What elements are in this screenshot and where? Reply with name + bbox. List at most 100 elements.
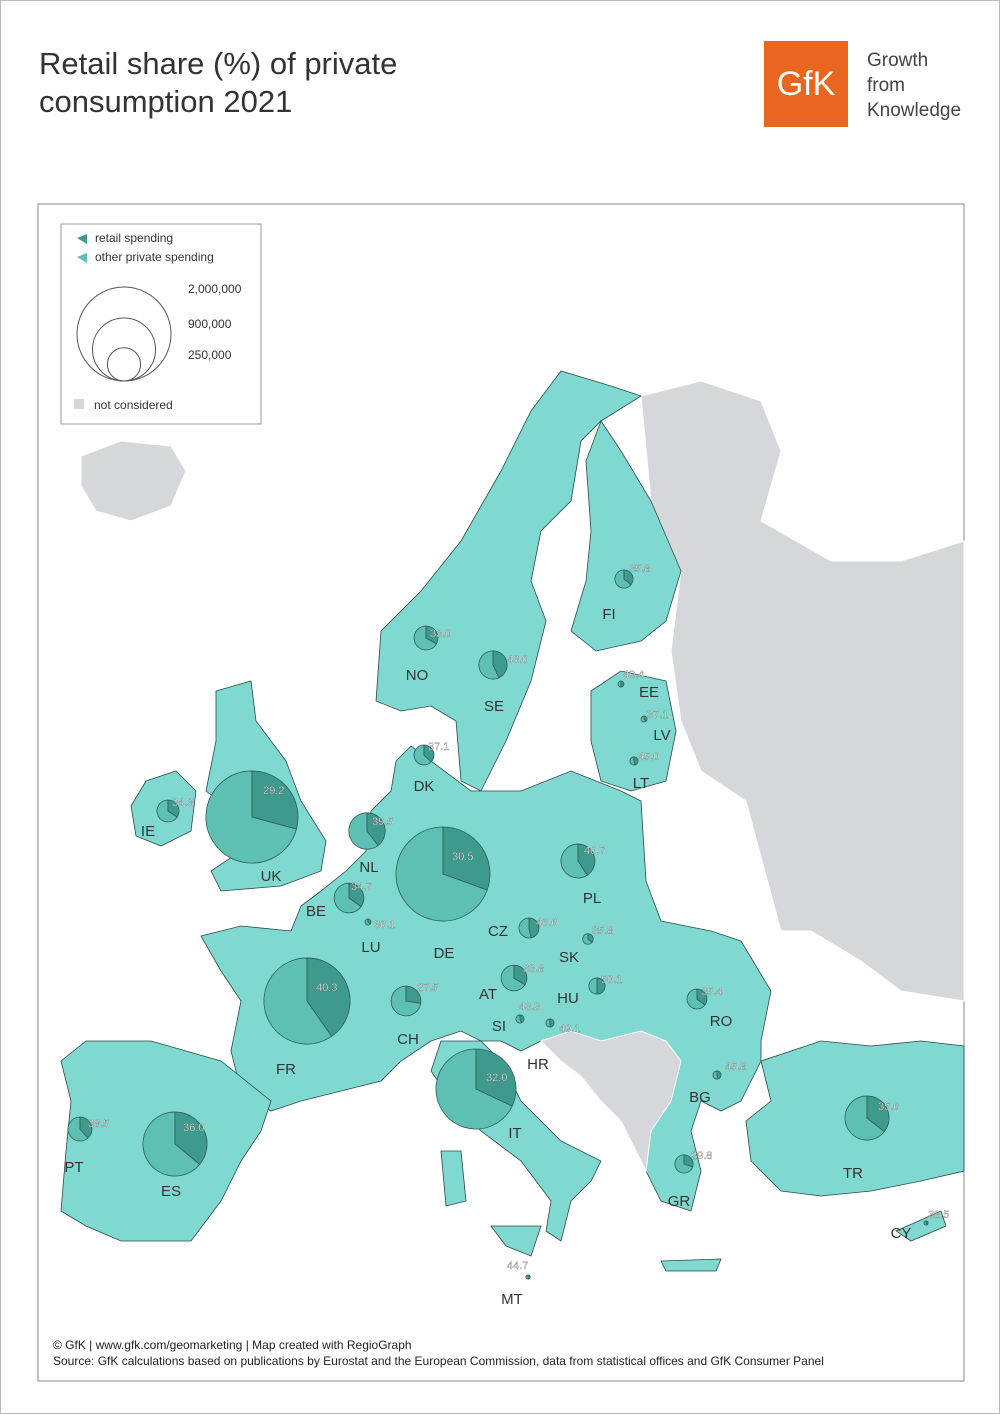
value-label: 33.0 bbox=[430, 628, 451, 640]
value-label: 50.1 bbox=[601, 974, 622, 986]
country-code: CZ bbox=[488, 923, 508, 940]
country-code: CY bbox=[891, 1225, 912, 1242]
value-label: 35.4 bbox=[701, 986, 722, 998]
pie-other bbox=[560, 843, 588, 879]
value-label: 46.6 bbox=[536, 917, 557, 929]
pie-retail bbox=[549, 1018, 555, 1028]
source: Source: GfK calculations based on public… bbox=[53, 1354, 824, 1368]
pie-retail bbox=[519, 1014, 525, 1024]
logo: GfK bbox=[764, 41, 848, 127]
value-label: 34.7 bbox=[351, 881, 372, 893]
value-label: 37.1 bbox=[647, 709, 668, 721]
pie-retail bbox=[623, 569, 634, 586]
legend-symbol bbox=[77, 253, 87, 263]
pie-retail bbox=[492, 650, 508, 679]
country-code: LV bbox=[653, 727, 670, 744]
pie-retail bbox=[633, 756, 639, 766]
value-label: 27.5 bbox=[417, 982, 438, 994]
sardinia bbox=[440, 1150, 467, 1207]
country-code: SE bbox=[484, 698, 504, 715]
pie-other bbox=[545, 1018, 551, 1028]
pie-retail bbox=[683, 1154, 694, 1168]
pie-retail bbox=[475, 1048, 517, 1107]
pie-retail bbox=[577, 843, 596, 876]
value-label: 49.1 bbox=[559, 1023, 580, 1035]
value-label: 43.0 bbox=[507, 654, 528, 666]
pie-retail bbox=[79, 1116, 93, 1139]
country-code: LT bbox=[633, 775, 649, 792]
cyprus bbox=[895, 1210, 947, 1242]
pie-retail bbox=[596, 977, 606, 995]
finland bbox=[570, 420, 682, 652]
country-code: HR bbox=[527, 1056, 549, 1073]
value-label: 35.8 bbox=[629, 563, 650, 575]
pie-retail bbox=[528, 917, 540, 939]
value-label: 29.8 bbox=[691, 1150, 712, 1162]
pie-other bbox=[686, 988, 706, 1010]
pie-other bbox=[582, 933, 593, 945]
pie-retail bbox=[925, 1220, 929, 1226]
country-code: HU bbox=[557, 990, 579, 1007]
value-label: 49.4 bbox=[623, 669, 644, 681]
pie-other bbox=[67, 1116, 89, 1142]
pie-retail bbox=[306, 957, 351, 1037]
country-code: BG bbox=[689, 1089, 711, 1106]
value-label: 45.8 bbox=[725, 1061, 746, 1073]
value-label: 39.5 bbox=[372, 816, 393, 828]
country-code: SI bbox=[492, 1018, 506, 1035]
country-code: NO bbox=[406, 667, 429, 684]
pie-other bbox=[500, 964, 526, 992]
value-label: 37.1 bbox=[428, 741, 449, 753]
pie-other bbox=[478, 650, 500, 680]
country-code: FI bbox=[602, 606, 615, 623]
country-code: LU bbox=[361, 939, 380, 956]
pie-other bbox=[614, 569, 632, 589]
pie-other bbox=[413, 744, 432, 766]
country-code: EE bbox=[639, 684, 659, 701]
size-label: 250,000 bbox=[188, 348, 232, 362]
pie-other bbox=[435, 1048, 513, 1130]
country-code: SK bbox=[559, 949, 579, 966]
pie-retail bbox=[643, 715, 648, 722]
size-circle bbox=[106, 347, 142, 382]
title: Retail share (%) of private consumption … bbox=[39, 46, 398, 119]
country-code: IE bbox=[141, 823, 155, 840]
value-label: 45.0 bbox=[638, 751, 659, 763]
pie-retail bbox=[696, 988, 708, 1006]
value-label: 44.7 bbox=[507, 1260, 528, 1272]
country-code: ES bbox=[161, 1183, 181, 1200]
country-code: TR bbox=[843, 1165, 863, 1182]
legend-label: retail spending bbox=[95, 231, 173, 245]
pie-other bbox=[142, 1111, 201, 1177]
country-code: RO bbox=[710, 1013, 733, 1030]
value-label: 36.0 bbox=[183, 1122, 204, 1134]
pie-other bbox=[205, 770, 297, 864]
country-code: CH bbox=[397, 1031, 419, 1048]
pie-retail bbox=[366, 812, 386, 846]
pie-other bbox=[348, 812, 379, 850]
country-code: PL bbox=[583, 890, 601, 907]
pie-other bbox=[844, 1095, 885, 1141]
value-label: 30.5 bbox=[452, 851, 473, 863]
country-code: DK bbox=[414, 778, 435, 795]
value-label: 33.8 bbox=[523, 963, 544, 975]
legend-swatch bbox=[74, 399, 84, 409]
value-label: 43.3 bbox=[519, 1001, 540, 1013]
pie-retail bbox=[620, 680, 625, 688]
country-code: FR bbox=[276, 1061, 296, 1078]
balkans bbox=[540, 1030, 682, 1173]
pie-retail bbox=[251, 770, 299, 830]
value-label: 32.0 bbox=[486, 1072, 507, 1084]
country-code: UK bbox=[261, 868, 282, 885]
pie-other bbox=[588, 977, 598, 995]
country-code: MT bbox=[501, 1291, 523, 1308]
pie-other bbox=[518, 917, 532, 939]
pie-retail bbox=[423, 744, 435, 763]
size-label: 2,000,000 bbox=[188, 282, 242, 296]
country-code: PT bbox=[64, 1159, 83, 1176]
value-label: 36.1 bbox=[374, 919, 395, 931]
legend-symbol bbox=[77, 234, 87, 244]
tagline-line: Growth bbox=[867, 50, 929, 71]
